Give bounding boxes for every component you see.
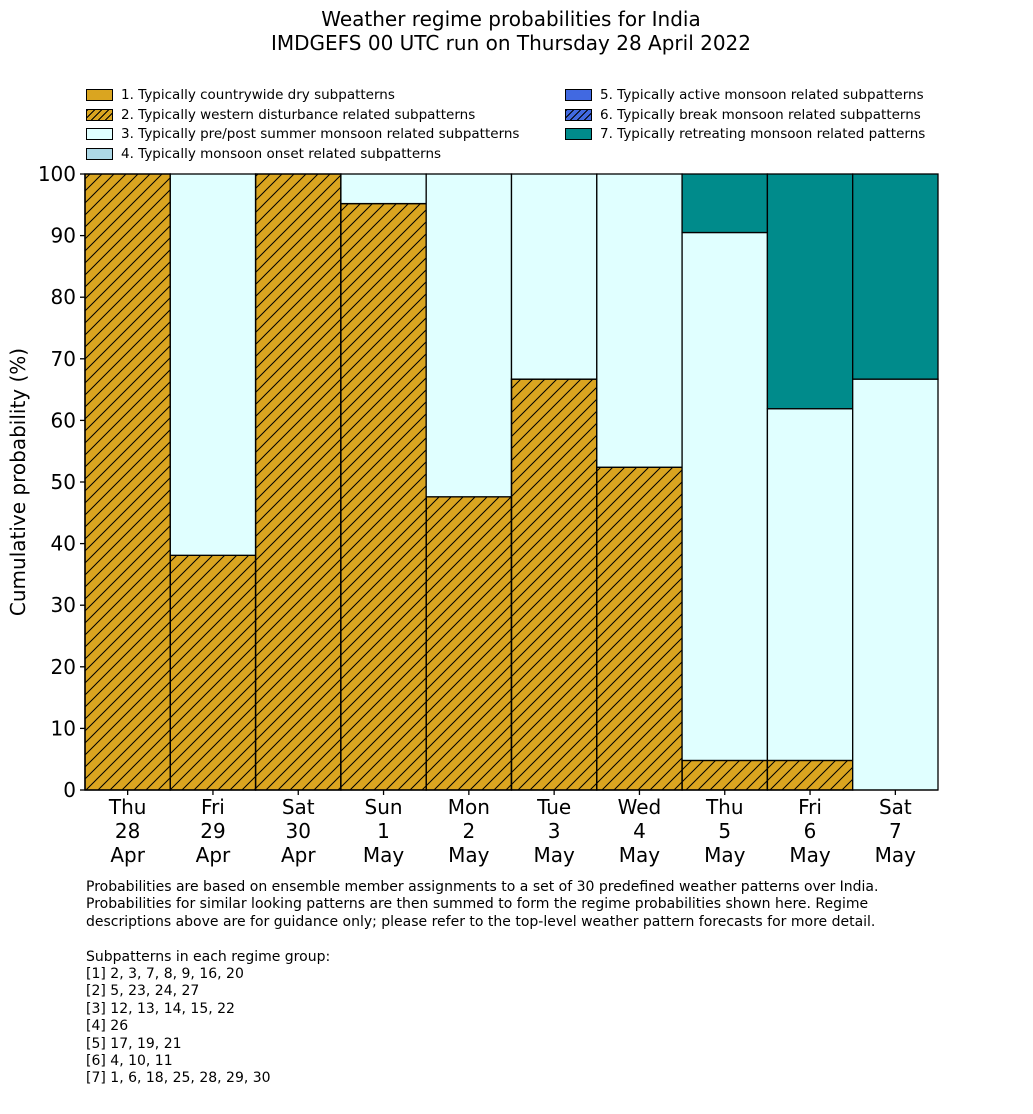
note-line: [3] 12, 13, 14, 15, 22 bbox=[86, 1000, 235, 1017]
bar-segment-hatch bbox=[510, 378, 598, 791]
x-tick-label: 7 bbox=[889, 819, 902, 843]
bar-segment-hatch bbox=[254, 173, 342, 791]
y-axis-label: Cumulative probability (%) bbox=[6, 348, 30, 616]
x-tick-label: 1 bbox=[377, 819, 390, 843]
bar-segment-hatch bbox=[84, 173, 171, 791]
x-tick-label: Wed bbox=[618, 795, 662, 819]
x-tick-label: 2 bbox=[462, 819, 475, 843]
chart-subtitle: IMDGEFS 00 UTC run on Thursday 28 April … bbox=[270, 31, 752, 55]
bar-segment-hatch bbox=[766, 759, 854, 791]
x-tick-label: Apr bbox=[281, 843, 316, 867]
x-tick-label: 30 bbox=[286, 819, 311, 843]
note-line: descriptions above are for guidance only… bbox=[86, 913, 876, 930]
x-tick-label: May bbox=[448, 843, 490, 867]
bar-segment bbox=[852, 173, 939, 380]
bar-segment bbox=[852, 378, 939, 791]
legend-label: 4. Typically monsoon onset related subpa… bbox=[121, 145, 442, 162]
x-tick-label: Apr bbox=[196, 843, 231, 867]
legend-swatch bbox=[86, 147, 113, 160]
x-tick-label: 29 bbox=[200, 819, 225, 843]
bar-segment bbox=[596, 173, 683, 468]
legend-swatch bbox=[565, 108, 592, 121]
legend-swatch bbox=[565, 89, 592, 101]
x-tick-label: May bbox=[619, 843, 661, 867]
note-line: [6] 4, 10, 11 bbox=[86, 1052, 173, 1069]
y-tick-label: 0 bbox=[63, 778, 76, 802]
bar-segment-hatch bbox=[596, 466, 683, 791]
bar-segment bbox=[766, 408, 854, 762]
chart-title: Weather regime probabilities for India bbox=[321, 7, 701, 31]
legend-label: 3. Typically pre/post summer monsoon rel… bbox=[121, 126, 520, 142]
notes-text: Probabilities are based on ensemble memb… bbox=[86, 879, 878, 1088]
bar-segment bbox=[766, 173, 854, 410]
note-line: [5] 17, 19, 21 bbox=[86, 1035, 182, 1052]
legend-swatch bbox=[565, 128, 592, 140]
y-tick-label: 60 bbox=[51, 408, 76, 432]
bar-segment bbox=[510, 173, 598, 380]
x-tick-label: 6 bbox=[804, 819, 817, 843]
note-line bbox=[86, 931, 878, 948]
x-tick-label: Fri bbox=[798, 795, 822, 819]
y-tick-label: 10 bbox=[51, 716, 76, 740]
x-tick-label: 28 bbox=[115, 819, 140, 843]
bar-segment bbox=[681, 173, 769, 234]
note-line: [7] 1, 6, 18, 25, 28, 29, 30 bbox=[86, 1070, 271, 1087]
x-tick-label: 4 bbox=[633, 819, 646, 843]
note-line: Subpatterns in each regime group: bbox=[86, 948, 331, 965]
bar-segment-hatch bbox=[340, 202, 427, 791]
bar-segment-hatch bbox=[169, 554, 257, 791]
legend-label: 7. Typically retreating monsoon related … bbox=[600, 126, 926, 142]
x-tick-label: May bbox=[533, 843, 575, 867]
note-line: [2] 5, 23, 24, 27 bbox=[86, 983, 200, 1000]
x-tick-label: May bbox=[789, 843, 831, 867]
y-tick-label: 30 bbox=[51, 593, 76, 617]
y-tick-label: 70 bbox=[51, 347, 76, 371]
note-line: [1] 2, 3, 7, 8, 9, 16, 20 bbox=[86, 965, 244, 982]
y-tick-label: 20 bbox=[51, 655, 76, 679]
bar-segment bbox=[340, 173, 427, 205]
note-line: Probabilities for similar looking patter… bbox=[86, 896, 869, 913]
bar-segment bbox=[169, 173, 257, 556]
y-tick-label: 100 bbox=[38, 162, 76, 186]
legend-label: 6. Typically break monsoon related subpa… bbox=[600, 106, 921, 123]
legend-swatch bbox=[86, 128, 113, 140]
y-tick-label: 50 bbox=[51, 470, 76, 494]
note-line: Probabilities are based on ensemble memb… bbox=[86, 879, 879, 895]
x-tick-label: Tue bbox=[536, 795, 571, 819]
legend-swatch bbox=[86, 108, 113, 121]
x-tick-label: Mon bbox=[448, 795, 490, 819]
x-tick-label: 5 bbox=[718, 819, 731, 843]
x-tick-label: Thu bbox=[108, 795, 147, 819]
bar-segment-hatch bbox=[425, 496, 513, 791]
legend-label: 5. Typically active monsoon related subp… bbox=[600, 87, 924, 103]
x-tick-label: 3 bbox=[548, 819, 561, 843]
x-tick-label: May bbox=[875, 843, 917, 867]
x-tick-label: Sat bbox=[879, 795, 912, 819]
bar-segment bbox=[425, 173, 513, 498]
bar-segment bbox=[681, 231, 769, 762]
legend-swatch bbox=[86, 89, 113, 101]
y-tick-label: 40 bbox=[51, 532, 76, 556]
y-tick-label: 90 bbox=[51, 224, 76, 248]
legend-label: 2. Typically western disturbance related… bbox=[121, 106, 476, 123]
x-tick-label: May bbox=[363, 843, 405, 867]
x-tick-label: Thu bbox=[705, 795, 744, 819]
bar-segment-hatch bbox=[681, 759, 769, 791]
legend-label: 1. Typically countrywide dry subpatterns bbox=[121, 87, 395, 103]
x-tick-label: May bbox=[704, 843, 746, 867]
note-line: [4] 26 bbox=[86, 1018, 129, 1035]
x-tick-label: Fri bbox=[201, 795, 225, 819]
x-tick-label: Apr bbox=[110, 843, 145, 867]
x-tick-label: Sat bbox=[282, 795, 315, 819]
y-tick-label: 80 bbox=[51, 285, 76, 309]
x-tick-label: Sun bbox=[365, 795, 403, 819]
